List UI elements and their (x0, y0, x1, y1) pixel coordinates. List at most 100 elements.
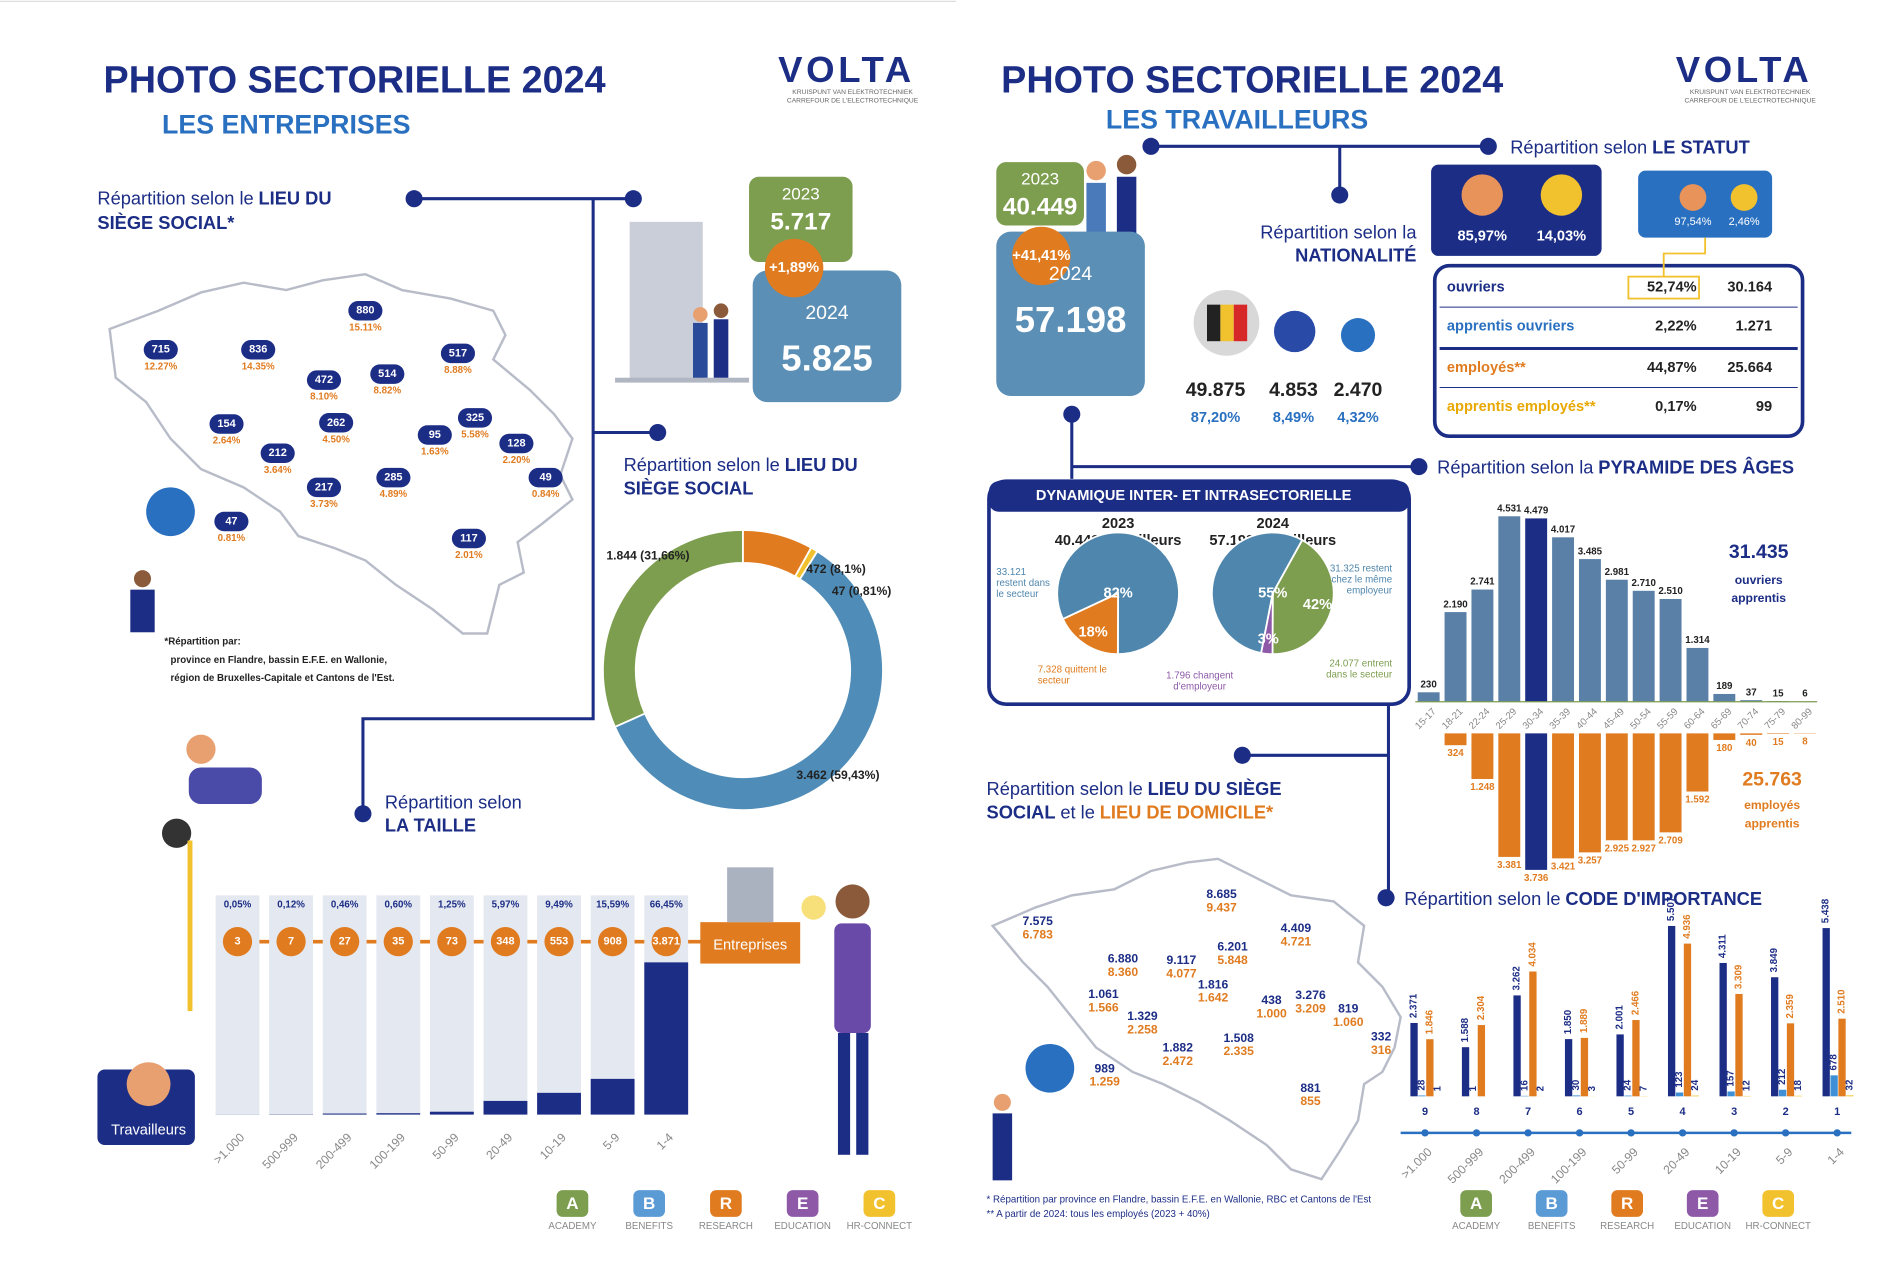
code-bar-label: 1.588 (1460, 1017, 1471, 1042)
code-bar-label: 30 (1571, 1079, 1582, 1090)
donut-label: 3.462 (59,43%) (796, 768, 879, 782)
brand-icon (710, 1190, 742, 1217)
dynamics-note: d'employeur (1173, 682, 1226, 693)
workers-bar (1444, 612, 1467, 702)
workers-label: 2.190 (1443, 599, 1468, 610)
code-bar (1624, 1095, 1632, 1097)
tape-line (187, 840, 193, 1012)
region-share: 2.64% (213, 436, 241, 447)
employees-total: employés (1744, 798, 1800, 812)
employees-bar (1686, 733, 1709, 792)
heading-part: SOCIAL (987, 801, 1056, 822)
code-bar-label: 32 (1844, 1079, 1855, 1090)
companies-count: 7 (288, 936, 294, 948)
code-bar (1529, 971, 1537, 1097)
code-bar-label: 16 (1519, 1080, 1530, 1091)
companies-count: 553 (550, 936, 568, 948)
flag-stripe (1206, 304, 1221, 342)
employee-face (1540, 174, 1583, 216)
heading-part: Répartition selon la (1437, 456, 1594, 477)
workers-bar (1552, 537, 1575, 702)
left-connector (361, 197, 658, 814)
dynamics-note: dans le secteur (1326, 669, 1393, 680)
code-bar (1616, 1034, 1624, 1097)
section-heading: Répartition selon la (1260, 221, 1417, 242)
region-share: 3.64% (264, 465, 292, 476)
region-share: 12.27% (144, 361, 177, 372)
code-number: 3 (1731, 1106, 1737, 1118)
region-share: 14.35% (242, 361, 275, 372)
year: 2023 (782, 184, 820, 203)
workers-label: 230 (1421, 679, 1438, 690)
dot (405, 190, 423, 208)
office-count: 1.882 (1163, 1041, 1194, 1055)
workers-bar (1632, 590, 1655, 702)
region-share: 4.89% (380, 489, 408, 500)
workers-label: 2.710 (1632, 578, 1657, 589)
page-title: PHOTO SECTORIELLE 2024 (104, 58, 606, 100)
year: 2024 (1049, 263, 1092, 285)
brand-icon (556, 1190, 589, 1217)
brand-icon (1762, 1190, 1795, 1217)
connectors (361, 144, 1489, 900)
dot (354, 805, 372, 823)
dynamics-note: restent dans (996, 578, 1050, 589)
employees-label: 40 (1746, 738, 1757, 749)
workers-tag (97, 1069, 195, 1146)
office-count: 9.117 (1167, 953, 1197, 967)
brand-name: EDUCATION (1674, 1221, 1731, 1232)
section-heading: Répartition selon LE STATUT (1510, 136, 1749, 157)
section-heading: NATIONALITÉ (1295, 244, 1416, 265)
code-bar-label: 212 (1777, 1068, 1788, 1085)
code-bar (1846, 1095, 1854, 1097)
code-bar (1632, 1020, 1640, 1097)
status-share: 14,03% (1537, 228, 1587, 244)
person-body (130, 589, 155, 633)
workers-bar (1605, 579, 1628, 702)
page-subtitle: LES TRAVAILLEURS (1106, 105, 1368, 135)
employees-bar (1444, 733, 1467, 746)
share-label: 66,45% (650, 900, 683, 911)
nationality-count: 2.470 (1334, 379, 1383, 401)
region-share: 8.10% (310, 392, 338, 403)
code-bar (1830, 1075, 1838, 1097)
home-count: 1.566 (1088, 1000, 1119, 1014)
heading-part: LIEU DU (259, 187, 332, 208)
workers-label: 4.531 (1497, 503, 1522, 514)
code-bar (1667, 925, 1676, 1097)
code-number: 4 (1680, 1106, 1687, 1118)
bulb (801, 895, 826, 920)
heading-part: LIEU DU SIÈGE (1148, 778, 1282, 799)
workers-bar (1659, 598, 1682, 702)
flag-stripe (1220, 304, 1234, 342)
evolution-box (749, 176, 853, 263)
region-pill (376, 467, 411, 488)
pie-label: 55% (1258, 585, 1287, 601)
code-bar (1771, 977, 1779, 1097)
page-subtitle: LES ENTREPRISES (162, 109, 411, 139)
workers-label: 6 (1802, 689, 1808, 700)
workers-bar (1713, 693, 1736, 702)
heading-part: LE STATUT (1652, 136, 1750, 157)
region-share: 15.11% (349, 322, 382, 333)
code-bar-label: 18 (1793, 1079, 1804, 1090)
region-count: 217 (315, 481, 333, 493)
region-share: 5.58% (461, 429, 489, 440)
row-share: 2,22% (1655, 319, 1696, 335)
code-bar (1477, 1025, 1486, 1097)
change-badge (1012, 226, 1071, 286)
dynamics-note: chez le même (1332, 574, 1393, 585)
region-pill (440, 343, 475, 364)
employees-label: 2.927 (1632, 843, 1656, 854)
code-bar (1426, 1039, 1434, 1097)
code-bar (1794, 1095, 1803, 1097)
share-label: 0,60% (384, 900, 412, 911)
brand-letter: C (1772, 1194, 1784, 1213)
code-bar (1735, 993, 1743, 1097)
footnote: région de Bruxelles-Capitale et Cantons … (171, 673, 395, 684)
home-count: 4.721 (1281, 935, 1312, 949)
employees-label: 3.736 (1524, 873, 1549, 884)
code-bar-label: 1.889 (1579, 1008, 1590, 1033)
employees-label: 15 (1773, 737, 1784, 748)
brand-icon (1611, 1190, 1644, 1217)
